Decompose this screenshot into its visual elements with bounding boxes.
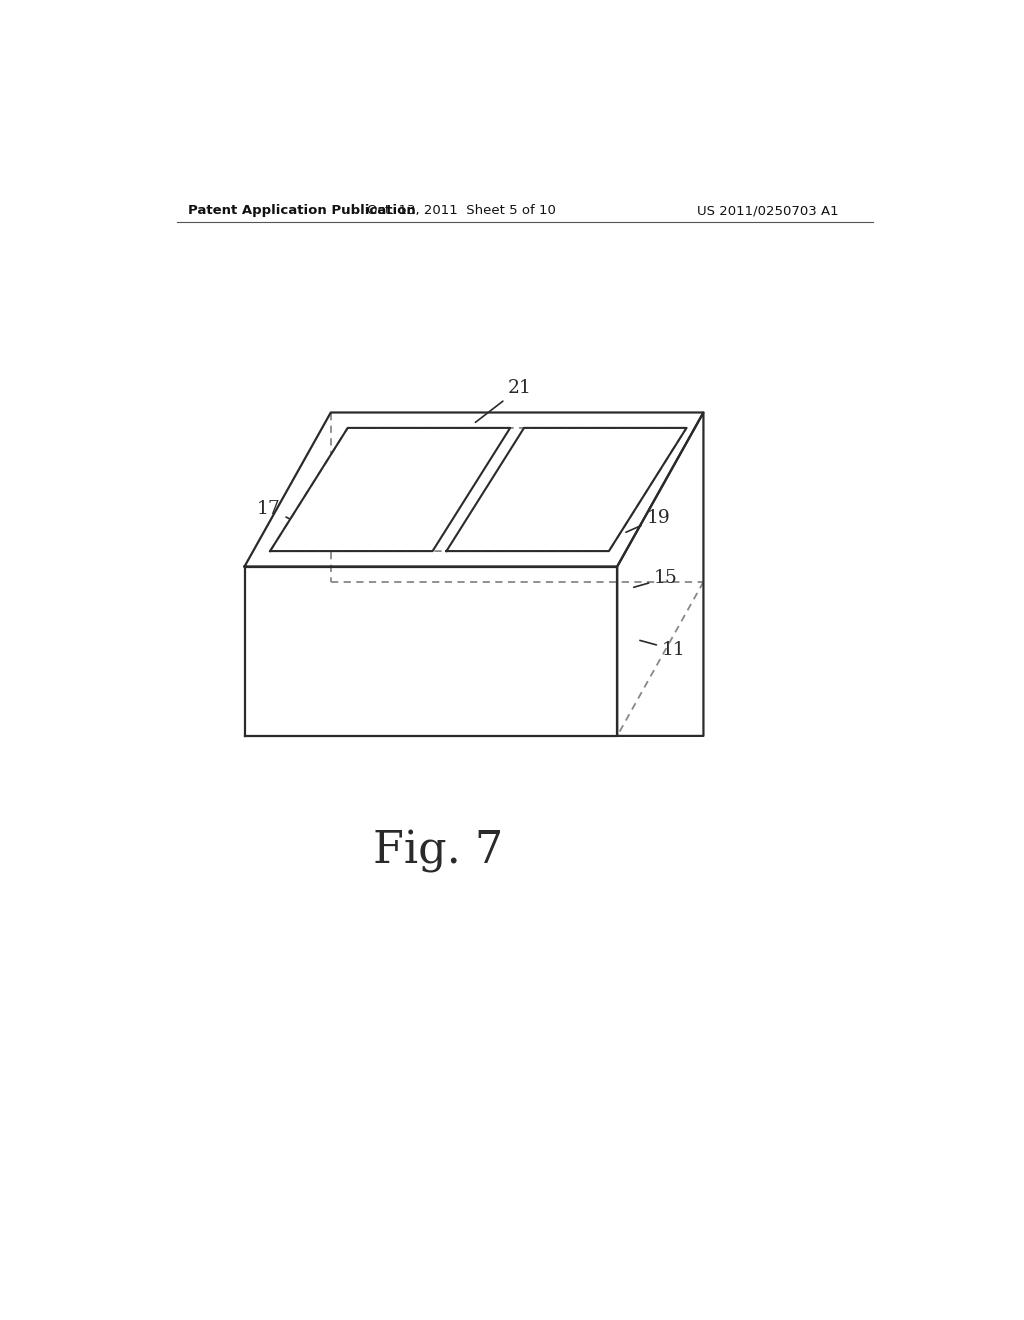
Text: 21: 21 xyxy=(475,379,531,422)
Text: Patent Application Publication: Patent Application Publication xyxy=(188,205,416,218)
Text: 11: 11 xyxy=(640,640,686,659)
Text: Oct. 13, 2011  Sheet 5 of 10: Oct. 13, 2011 Sheet 5 of 10 xyxy=(368,205,556,218)
Text: US 2011/0250703 A1: US 2011/0250703 A1 xyxy=(697,205,839,218)
Polygon shape xyxy=(446,428,686,552)
Text: 17: 17 xyxy=(257,500,319,533)
Text: 15: 15 xyxy=(634,569,678,587)
Text: 19: 19 xyxy=(626,510,671,532)
Polygon shape xyxy=(270,428,510,552)
Text: Fig. 7: Fig. 7 xyxy=(374,830,504,873)
